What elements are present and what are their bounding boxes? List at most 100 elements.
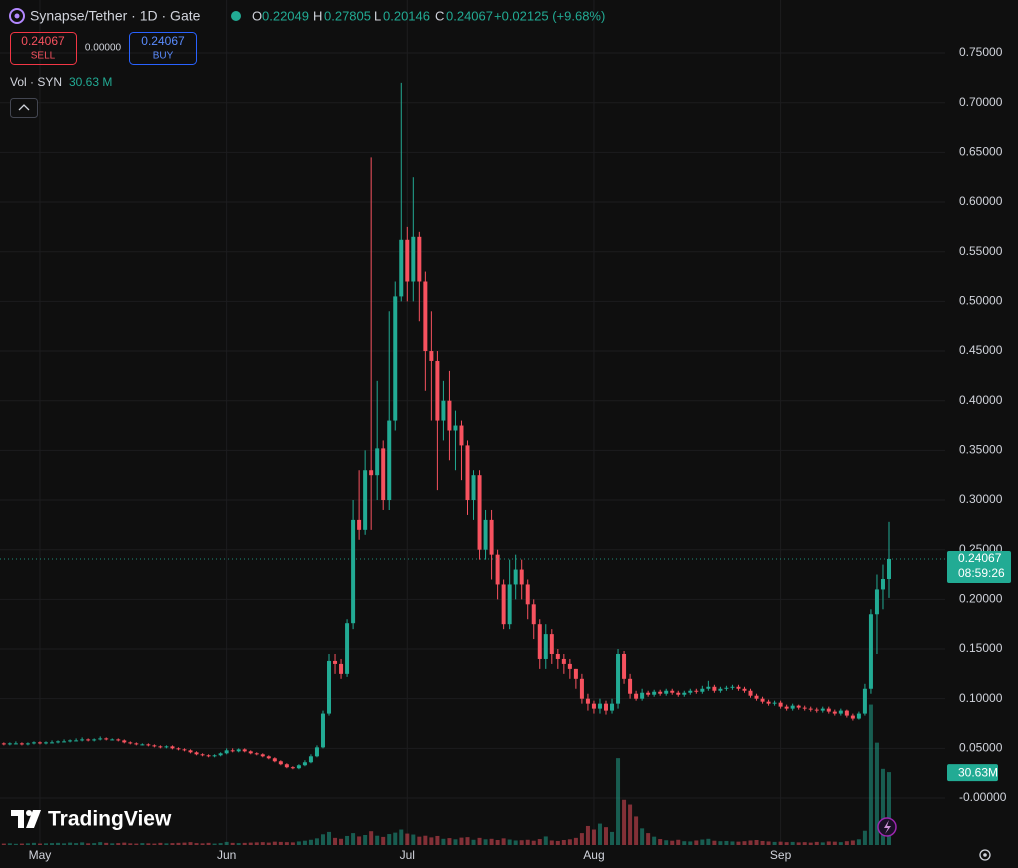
gear-icon[interactable]: [979, 849, 991, 861]
buy-box[interactable]: [129, 32, 197, 65]
volume-bar: [236, 843, 241, 845]
candle-body: [489, 519, 494, 555]
volume-bar: [320, 834, 325, 845]
candle-body: [610, 703, 615, 711]
watermark: TradingView: [11, 808, 172, 831]
candle-body: [1, 743, 6, 745]
collapse-button[interactable]: [10, 98, 38, 118]
candle-body: [628, 678, 633, 694]
volume-bar: [194, 843, 199, 845]
volume-axis-label: 30.63M: [958, 765, 998, 779]
candle-body: [236, 749, 241, 752]
volume-bar: [308, 839, 313, 845]
volume-bar: [44, 843, 49, 845]
candle-body: [549, 634, 554, 654]
candle-body: [718, 688, 723, 691]
candles: [1, 82, 892, 770]
candle-body: [525, 584, 530, 605]
settings-button[interactable]: [979, 849, 991, 861]
volume-bar: [345, 835, 350, 845]
collapse-icon[interactable]: [18, 104, 30, 111]
candle-body: [658, 691, 663, 694]
volume-bar: [658, 839, 663, 845]
volume-bar: [495, 840, 500, 845]
buy-price[interactable]: 0.24067: [141, 34, 185, 48]
candle-body: [314, 747, 319, 757]
candle-body: [597, 703, 602, 709]
candle-body: [7, 743, 12, 745]
y-tick-label: 0.55000: [959, 244, 1003, 258]
volume-bar: [80, 842, 85, 845]
sell-label[interactable]: SELL: [31, 51, 56, 62]
volume-bar: [646, 833, 651, 845]
ohlc-value: 0.27805: [324, 8, 371, 23]
volume-bar: [531, 840, 536, 845]
y-tick-label: 0.15000: [959, 641, 1003, 655]
buy-button[interactable]: 0.24067 BUY: [129, 32, 197, 65]
collapse-box[interactable]: [10, 98, 38, 118]
volume-bar: [453, 839, 458, 845]
sell-price[interactable]: 0.24067: [21, 34, 65, 48]
candle-body: [447, 400, 452, 431]
volume-bar: [435, 835, 440, 845]
volume-bar: [838, 842, 843, 845]
candle-body: [465, 445, 470, 501]
volume-bar: [676, 839, 681, 845]
volume-bar: [868, 704, 873, 845]
y-tick-label: 0.40000: [959, 393, 1003, 407]
volume-bar: [381, 836, 386, 845]
volume-bar: [387, 834, 392, 845]
volume-bar: [242, 842, 247, 845]
candle-body: [357, 519, 362, 530]
volume-bar: [98, 842, 103, 845]
candle-body: [682, 692, 687, 695]
volume-bar: [441, 838, 446, 845]
candle-body: [98, 738, 103, 740]
candle-body: [68, 740, 73, 742]
replay-button[interactable]: [877, 817, 897, 837]
candle-body: [266, 756, 271, 759]
y-tick-label: 0.10000: [959, 691, 1003, 705]
candle-body: [856, 713, 861, 719]
gear-center[interactable]: [983, 853, 987, 857]
candle-body: [796, 705, 801, 708]
volume-bar: [832, 841, 837, 845]
volume-bar: [417, 836, 422, 845]
candle-body: [212, 755, 217, 757]
sell-box[interactable]: [10, 32, 77, 65]
logo-part: [11, 810, 24, 828]
candle-body: [513, 569, 518, 585]
spread: 0.00000: [85, 43, 122, 54]
candle-body: [158, 746, 163, 748]
volume-bar: [122, 842, 127, 845]
candle-body: [170, 746, 175, 749]
x-tick-label: Aug: [583, 848, 604, 862]
buy-label[interactable]: BUY: [153, 51, 174, 62]
watermark-text: TradingView: [48, 808, 172, 831]
ohlc-value: 0.20146: [383, 8, 430, 23]
candle-body: [802, 707, 807, 709]
volume-bar: [742, 841, 747, 845]
candle-body: [393, 296, 398, 421]
volume-bar: [826, 841, 831, 845]
candle-body: [712, 686, 717, 691]
sell-button[interactable]: 0.24067 SELL: [10, 32, 77, 65]
volume-bar: [820, 842, 825, 845]
candle-body: [363, 470, 368, 530]
candle-body: [230, 750, 235, 752]
candle-body: [320, 713, 325, 748]
volume-bar: [597, 823, 602, 845]
y-tick-label: 0.60000: [959, 194, 1003, 208]
candle-body: [176, 748, 181, 750]
volume-bar: [104, 842, 109, 845]
candle-body: [724, 687, 729, 689]
status-dot: [231, 11, 241, 21]
volume-bar: [224, 841, 229, 845]
volume-bar: [357, 836, 362, 845]
volume-bar: [170, 843, 175, 845]
volume-bar: [56, 842, 61, 845]
volume-bar: [182, 842, 187, 845]
candle-body: [375, 448, 380, 476]
lightning-bolt[interactable]: [884, 820, 891, 834]
